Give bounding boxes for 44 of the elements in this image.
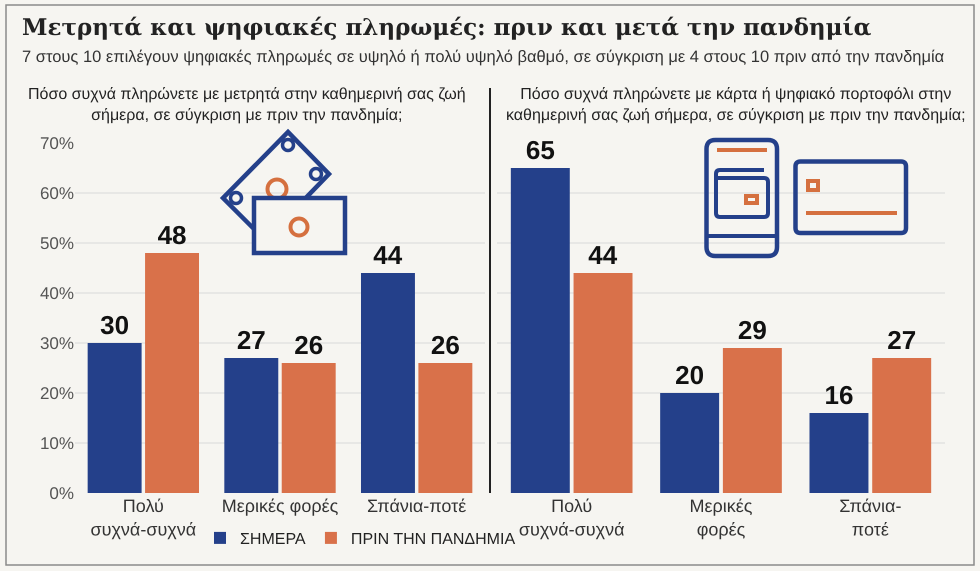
- data-label: 26: [294, 330, 324, 360]
- bar: [282, 363, 336, 493]
- data-label: 29: [738, 315, 767, 345]
- y-tick-label: 30%: [40, 334, 74, 353]
- text: Μετρητά και ψηφιακές πληρωμές: πριν και μετά την πανδημία: [22, 14, 872, 41]
- bar: [418, 363, 472, 493]
- x-tick-label: Σπάνια-ποτέ: [367, 496, 466, 516]
- data-label: 27: [887, 325, 916, 355]
- y-tick-label: 40%: [40, 284, 74, 303]
- y-tick-label: 60%: [40, 184, 74, 203]
- bar: [872, 358, 932, 493]
- y-tick-label: 0%: [49, 484, 74, 503]
- legend-label: ΣΗΜΕΡΑ: [240, 531, 306, 548]
- x-tick-label: Σπάνια- ποτέ: [839, 496, 902, 540]
- bar: [809, 413, 868, 493]
- y-tick-label: 70%: [40, 134, 74, 153]
- data-label: 44: [373, 240, 403, 270]
- text: 7 στους 10 επιλέγουν ψηφιακές πληρωμές σε υψηλό ή πολύ υψηλό βαθμό, σε σύγκριση με 4 στους 10 πριν από την πανδημία: [22, 48, 945, 66]
- data-label: 30: [100, 310, 130, 340]
- x-tick-label: Μερικές φορές: [690, 496, 753, 540]
- data-label: 27: [236, 325, 266, 355]
- bar: [88, 343, 142, 493]
- legend-label: ΠΡΙΝ ΤΗΝ ΠΑΝΔΗΜΙΑ: [350, 531, 516, 548]
- data-label: 26: [430, 330, 460, 360]
- data-label: 20: [675, 360, 704, 390]
- bar: [660, 393, 720, 493]
- bar: [510, 168, 570, 493]
- chart-title: Πόσο συχνά πληρώνετε με κάρτα ή ψηφιακό πορτοφόλι στην καθημερινή σας ζωή σήμερα, σε σύγκριση με πριν την πανδημία;: [506, 86, 966, 124]
- y-tick-label: 20%: [40, 384, 74, 403]
- bar: [224, 358, 278, 493]
- y-tick-label: 10%: [40, 434, 74, 453]
- data-label: 48: [158, 220, 186, 250]
- x-tick-label: Πολύ συχνά-συχνά: [90, 496, 196, 540]
- bar: [145, 253, 200, 493]
- data-label: 65: [526, 135, 555, 165]
- data-label: 16: [824, 380, 854, 410]
- data-label: 44: [588, 240, 618, 270]
- y-tick-label: 50%: [40, 234, 74, 253]
- bar: [360, 273, 415, 493]
- x-tick-label: Πολύ συχνά-συχνά: [518, 496, 624, 540]
- bar: [722, 348, 782, 493]
- bar: [574, 273, 633, 493]
- chart-title: Πόσο συχνά πληρώνετε με μετρητά στην καθημερινή σας ζωή σήμερα, σε σύγκριση με πριν την πανδημία;: [28, 86, 466, 124]
- x-tick-label: Μερικές φορές: [222, 496, 339, 516]
